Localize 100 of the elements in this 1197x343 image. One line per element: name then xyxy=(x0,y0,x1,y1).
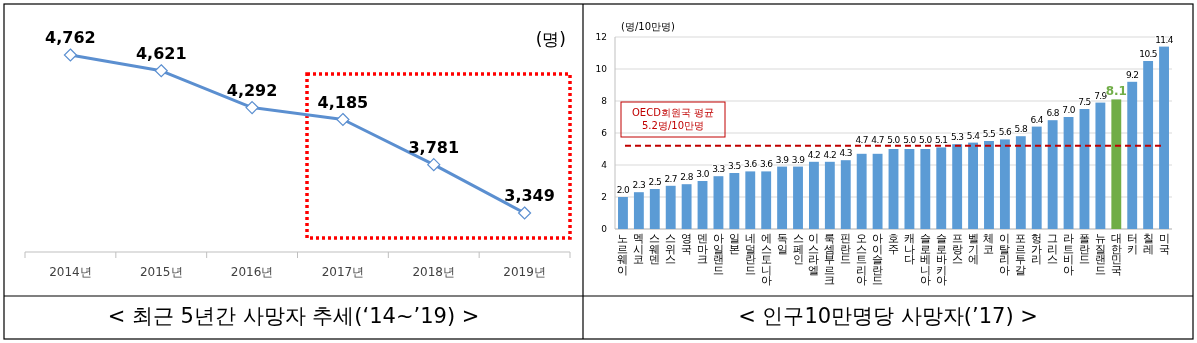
y-axis-title: (명/10만명) xyxy=(621,21,675,32)
point xyxy=(63,48,78,62)
data-label: 11.4 xyxy=(1155,34,1174,45)
x-tick-label: 그리스 xyxy=(1047,232,1059,266)
x-tick-label: 일본 xyxy=(728,232,740,256)
data-label: 4,621 xyxy=(135,43,187,63)
bar xyxy=(840,160,851,229)
bar xyxy=(649,189,660,229)
bar xyxy=(665,185,676,229)
x-tick-label: 핀란드 xyxy=(840,232,852,266)
data-label: 9.2 xyxy=(1125,69,1139,80)
x-tick-label: 덴마크 xyxy=(697,232,709,266)
x-tick-label: 스위스 xyxy=(665,232,677,266)
y-tick-label: 4 xyxy=(601,160,608,170)
x-tick-label: 네덜란드 xyxy=(744,232,756,277)
point xyxy=(427,158,441,172)
data-label: 6.8 xyxy=(1046,108,1060,119)
x-tick-label: 이스라엘 xyxy=(808,232,820,277)
x-tick-label: 미국 xyxy=(1158,232,1170,256)
data-label: 3.3 xyxy=(712,164,725,175)
data-label: 5.0 xyxy=(887,135,901,146)
x-tick-label: 2017년 xyxy=(321,265,365,279)
x-tick-label: 라트비아 xyxy=(1063,232,1075,277)
y-tick-label: 10 xyxy=(595,64,608,74)
bar xyxy=(1143,61,1154,229)
data-label: 4.2 xyxy=(807,149,821,160)
x-tick-label: 칠레 xyxy=(1142,232,1154,256)
data-label: 3.5 xyxy=(728,161,741,171)
bar xyxy=(745,171,756,229)
bar xyxy=(872,153,883,229)
x-tick-label: 2018년 xyxy=(412,265,456,279)
text: < 인구10만명당 사망자(’17) > xyxy=(738,304,1038,328)
data-label: 2.0 xyxy=(616,185,631,195)
data-label: 10.5 xyxy=(1139,49,1157,59)
data-label: 7.0 xyxy=(1062,105,1076,115)
data-label: 3.0 xyxy=(696,169,710,179)
x-tick-label: 노르웨이 xyxy=(617,232,629,277)
bar xyxy=(952,144,963,229)
x-tick-label: 에스토니아 xyxy=(760,232,772,287)
x-tick-label: 폴란드 xyxy=(1078,232,1090,266)
bar xyxy=(999,139,1010,229)
x-tick-label: 뉴질랜드 xyxy=(1094,232,1106,277)
bar xyxy=(1159,46,1169,229)
data-label: 3.6 xyxy=(759,159,774,170)
x-tick-label: 체코 xyxy=(983,232,995,256)
data-label: 4,292 xyxy=(226,80,278,100)
data-label: 5.0 xyxy=(903,135,917,146)
data-label: 4.2 xyxy=(823,149,837,160)
x-tick-label: 프랑스 xyxy=(951,232,963,266)
data-label: 2.8 xyxy=(680,172,694,183)
y-axis-title: (명) xyxy=(535,29,566,49)
bar xyxy=(1063,117,1074,229)
bar xyxy=(856,153,867,229)
x-tick-label: 대한민국 xyxy=(1110,232,1122,277)
bar xyxy=(984,141,994,229)
bar xyxy=(633,192,644,229)
bar xyxy=(1047,120,1058,229)
bar xyxy=(1031,126,1042,229)
data-label: 5.5 xyxy=(982,129,996,139)
x-tick-label: 아일랜드 xyxy=(712,232,724,277)
text: < 최근 5년간 사망자 추세(‘14~’19) > xyxy=(107,304,480,328)
point xyxy=(517,206,532,220)
data-label: 3.6 xyxy=(744,159,758,170)
bar xyxy=(777,166,788,229)
data-label: 3,781 xyxy=(408,137,460,157)
bar xyxy=(729,173,740,229)
data-label: 5.1 xyxy=(934,135,948,146)
bar xyxy=(713,176,724,229)
x-tick-label: 영국 xyxy=(681,232,693,256)
bar xyxy=(1095,102,1106,229)
data-label: 5.8 xyxy=(1014,124,1028,135)
bar xyxy=(809,161,819,229)
bar xyxy=(936,147,947,229)
y-tick-label: 0 xyxy=(601,224,608,234)
x-tick-label: 2014년 xyxy=(49,265,92,279)
data-label: 2.7 xyxy=(664,173,677,184)
x-tick-label: 벨기에 xyxy=(967,232,979,266)
x-tick-label: 슬로바키아 xyxy=(935,232,947,287)
data-label: 5.0 xyxy=(919,135,933,146)
x-tick-label: 2016년 xyxy=(230,265,274,279)
data-label: 4.3 xyxy=(839,148,853,159)
bar xyxy=(793,166,803,229)
y-tick-label: 12 xyxy=(595,32,607,42)
bar xyxy=(904,149,915,229)
bar xyxy=(968,142,978,229)
x-tick-label: 캐나다 xyxy=(903,232,915,266)
data-label: 2.5 xyxy=(648,177,662,187)
bar xyxy=(920,149,931,229)
bar xyxy=(1127,81,1138,229)
x-tick-label: 헝가리 xyxy=(1031,232,1043,266)
x-tick-label: 스페인 xyxy=(792,232,804,266)
data-label: 4,762 xyxy=(45,28,96,47)
x-tick-label: 2019년 xyxy=(503,265,546,279)
data-label: 4.7 xyxy=(871,135,884,146)
x-tick-label: 터키 xyxy=(1126,232,1138,256)
x-tick-label: 아이슬란드 xyxy=(872,232,884,287)
x-tick-label: 독일 xyxy=(776,232,788,256)
x-tick-label: 2015년 xyxy=(139,265,183,279)
bar xyxy=(888,149,899,229)
data-label: 5.6 xyxy=(998,127,1013,138)
